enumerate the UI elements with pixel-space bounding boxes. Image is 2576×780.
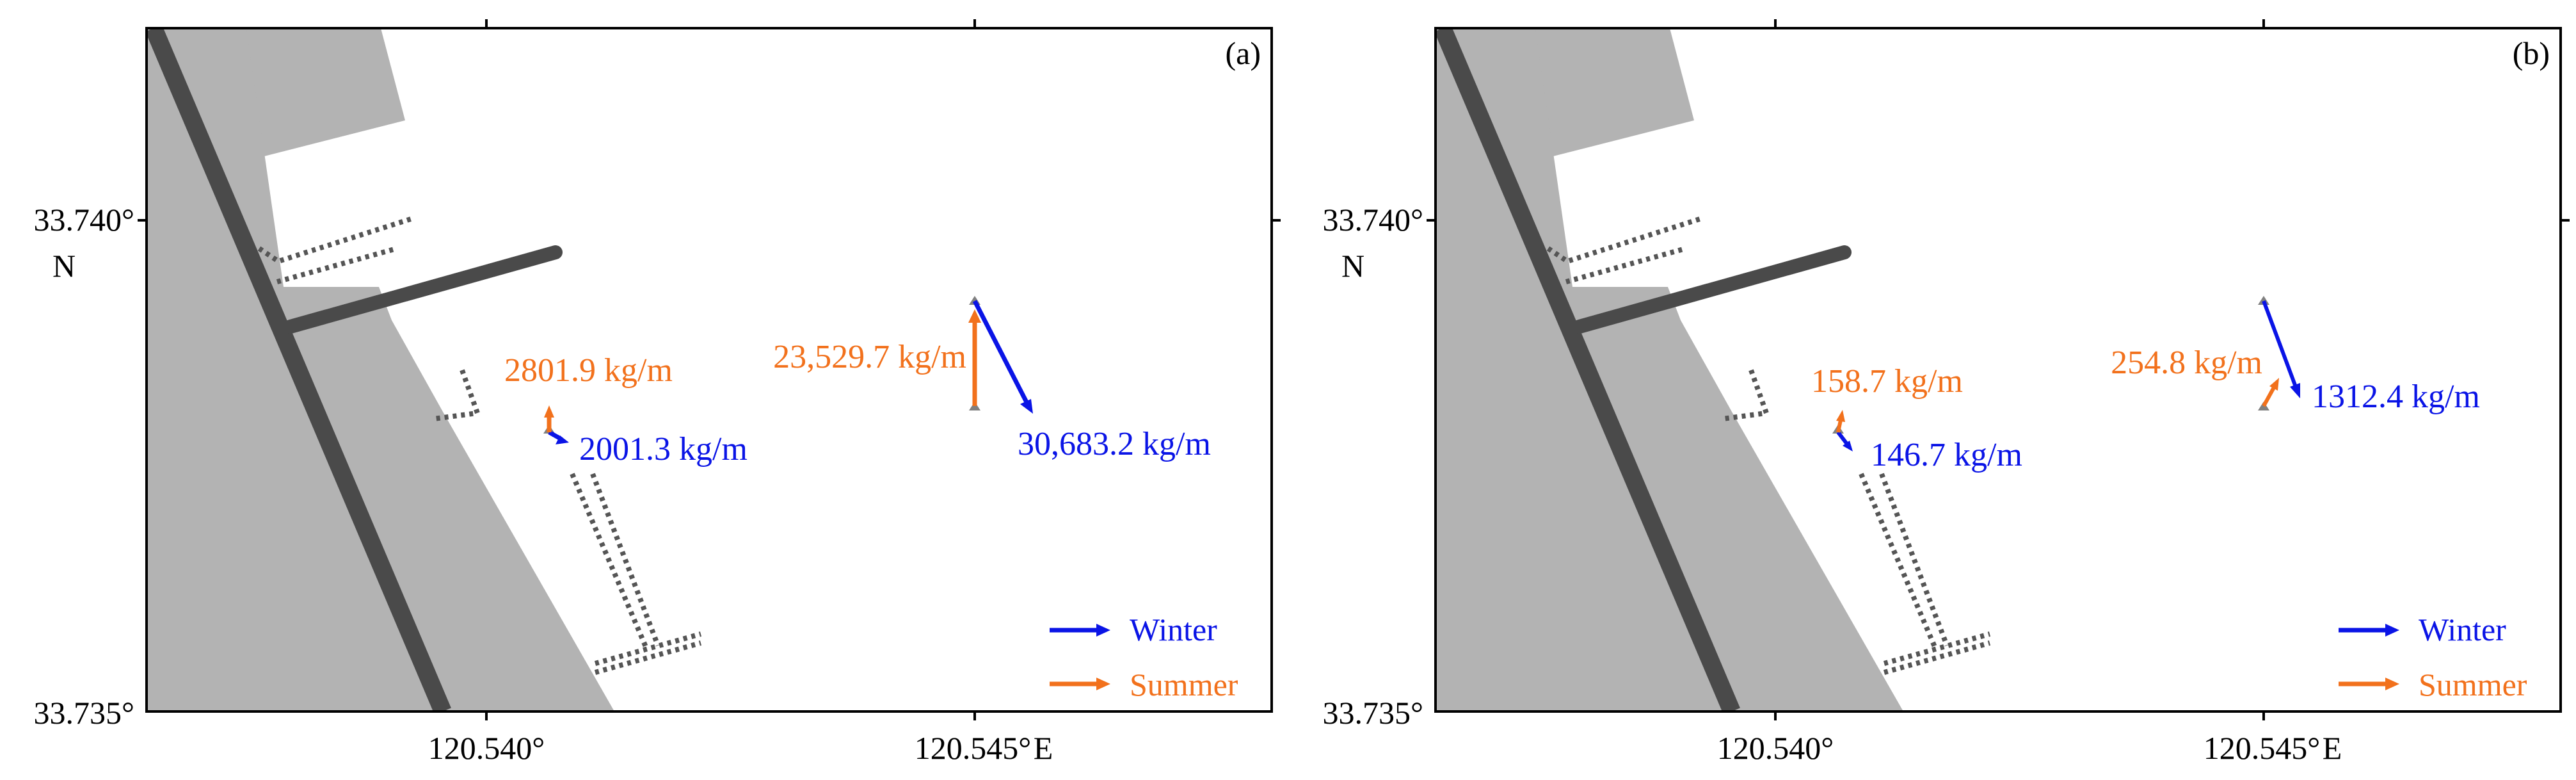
y-unit-label: N: [1341, 248, 1364, 284]
winter-arrowhead: [1843, 441, 1853, 451]
axis-ticks: [1427, 19, 2570, 720]
panel-a: (a) 33.740° N 33.735° 120.540° 120.545° …: [34, 19, 1281, 766]
panel-frame: [1434, 27, 2562, 713]
axis-ticks: [138, 19, 1281, 720]
panel-a-map: [147, 28, 1033, 711]
summer-legend-arrow: [2385, 678, 2399, 690]
y-unit-label: N: [52, 248, 76, 284]
panel-frame: [145, 27, 1273, 713]
winter-legend-arrow: [1096, 624, 1110, 637]
flux-arrows: [1836, 300, 2300, 451]
summer-arrowhead: [2269, 378, 2279, 391]
jetty: [284, 245, 563, 334]
winter-offshore-label: 1312.4 kg/m: [2312, 378, 2480, 415]
winter-nearshore-label: 146.7 kg/m: [1871, 437, 2022, 473]
dotted-structures: [1546, 215, 1991, 675]
winter-nearshore-label: 2001.3 kg/m: [579, 431, 748, 467]
summer-legend-label: Summer: [1130, 667, 1238, 703]
panel-b-map: [1436, 28, 2300, 711]
jetty: [1572, 245, 1852, 334]
y-top-label: 33.740°: [1323, 202, 1424, 238]
dotted-structures: [257, 215, 702, 675]
summer-arrowhead: [544, 405, 554, 418]
panel-b: (b) 33.740° N 33.735° 120.540° 120.545° …: [1323, 19, 2570, 766]
winter-legend-label: Winter: [1130, 612, 1217, 647]
x-unit-label: E: [1034, 730, 1053, 766]
summer-nearshore-label: 158.7 kg/m: [1811, 363, 1963, 400]
winter-arrow-offshore: [972, 300, 1030, 405]
summer-arrow-nearshore: [1836, 419, 1843, 433]
land-polygon: [147, 28, 614, 711]
legend: Winter Summer: [2339, 612, 2527, 703]
y-bottom-label: 33.735°: [34, 695, 135, 731]
x-unit-label: E: [2323, 730, 2342, 766]
summer-arrow-offshore: [2262, 386, 2276, 407]
winter-legend-arrow: [2385, 624, 2399, 637]
coastal-road: [1436, 28, 1740, 711]
winter-offshore-label: 30,683.2 kg/m: [1018, 426, 1211, 462]
winter-arrow-nearshore: [1836, 431, 1848, 444]
summer-arrowhead: [1836, 410, 1845, 422]
panel-tag: (b): [2513, 35, 2550, 71]
flux-arrows: [544, 300, 1033, 444]
x-left-label: 120.540°: [428, 730, 545, 766]
panel-tag: (a): [1226, 35, 1261, 71]
summer-arrowhead: [968, 309, 981, 323]
station-marker: [2258, 296, 2269, 305]
x-right-label: 120.545°: [2204, 730, 2321, 766]
x-left-label: 120.540°: [1717, 730, 1834, 766]
winter-arrowhead: [556, 435, 569, 444]
y-bottom-label: 33.735°: [1323, 695, 1424, 731]
summer-offshore-label: 23,529.7 kg/m: [773, 339, 966, 375]
legend: Winter Summer: [1050, 612, 1238, 703]
summer-nearshore-label: 2801.9 kg/m: [504, 352, 673, 389]
winter-legend-label: Winter: [2419, 612, 2506, 647]
winter-arrow-nearshore: [548, 430, 561, 441]
winter-arrowhead: [2290, 383, 2300, 398]
summer-legend-label: Summer: [2419, 667, 2527, 703]
winter-arrow-offshore: [2262, 300, 2298, 388]
coastal-road: [147, 28, 451, 711]
y-top-label: 33.740°: [34, 202, 135, 238]
x-right-label: 120.545°: [915, 730, 1032, 766]
summer-legend-arrow: [1096, 678, 1110, 690]
summer-offshore-label: 254.8 kg/m: [2111, 345, 2262, 381]
winter-arrowhead: [1020, 399, 1033, 414]
land-polygon: [1436, 28, 1903, 711]
